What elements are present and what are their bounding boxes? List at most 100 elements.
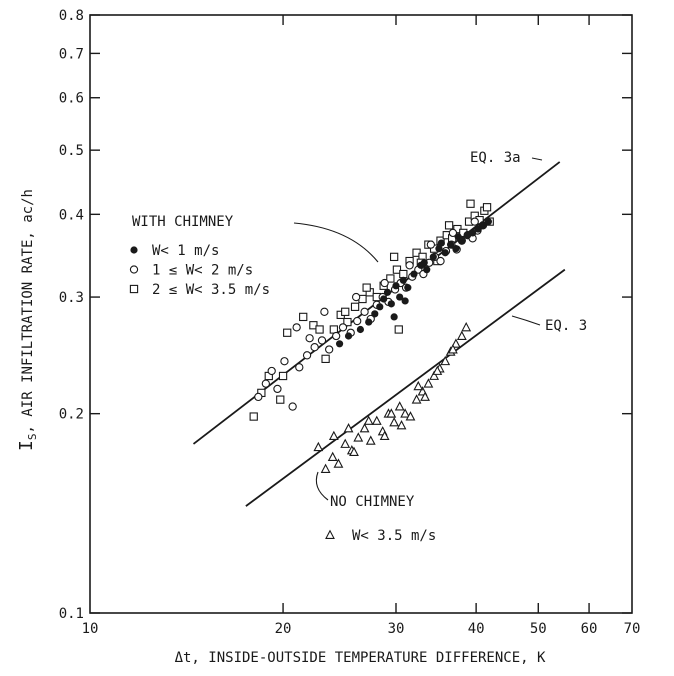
line-label-eq3a: EQ. 3a: [470, 150, 521, 166]
data-point: [341, 440, 349, 448]
data-point: [262, 380, 269, 387]
leader-eq3: [512, 316, 540, 325]
data-point: [353, 293, 360, 300]
legend-marker: [326, 531, 334, 539]
data-point: [300, 313, 307, 320]
x-tick-label: 50: [530, 621, 547, 637]
x-tick-label: 60: [581, 621, 598, 637]
y-tick-label: 0.4: [59, 207, 84, 223]
data-point: [391, 313, 398, 320]
legend-with-chimney: W< 1 m/s 1 ≤ W< 2 m/s 2 ≤ W< 3.5 m/s: [130, 243, 270, 298]
legend-marker: [130, 285, 137, 292]
data-point: [373, 417, 381, 425]
data-point: [381, 279, 388, 286]
data-point: [293, 324, 300, 331]
y-axis-label: IS, AIR INFILTRATION RATE, ac/h: [16, 189, 39, 451]
data-point: [424, 379, 432, 387]
svg-text:IS, AIR INFILTRATION RATE, ac/: IS, AIR INFILTRATION RATE, ac/h: [16, 189, 39, 451]
data-point: [303, 352, 310, 359]
data-point: [396, 402, 404, 410]
data-point: [404, 284, 411, 291]
x-tick-label: 10: [82, 621, 99, 637]
data-point: [410, 270, 417, 277]
y-tick-label: 0.3: [59, 290, 84, 306]
data-point: [306, 335, 313, 342]
y-tick-label: 0.5: [59, 143, 84, 159]
data-point: [395, 326, 402, 333]
data-point: [458, 332, 466, 340]
legend-no-chimney-heading: NO CHIMNEY: [330, 494, 415, 510]
fit-line: [246, 270, 565, 506]
data-point: [367, 437, 375, 445]
legend-with-chimney-heading: WITH CHIMNEY: [132, 214, 234, 230]
data-point: [296, 364, 303, 371]
data-point: [401, 409, 409, 417]
data-point: [357, 326, 364, 333]
y-tick-label: 0.7: [59, 46, 84, 62]
data-point: [361, 308, 368, 315]
data-point: [314, 443, 322, 451]
data-point: [255, 393, 262, 400]
y-axis-label-main: I: [16, 440, 37, 451]
x-tick-label: 20: [275, 621, 292, 637]
data-point: [250, 413, 257, 420]
x-tick-label: 30: [388, 621, 405, 637]
data-point: [354, 317, 361, 324]
legend-label: W< 3.5 m/s: [352, 528, 436, 544]
data-point: [336, 340, 343, 347]
data-point: [406, 262, 413, 269]
data-point: [351, 303, 358, 310]
y-axis-label-rest: , AIR INFILTRATION RATE, ac/h: [20, 189, 36, 433]
leader-with-chimney: [294, 223, 378, 262]
data-point: [485, 218, 492, 225]
data-point: [342, 308, 349, 315]
y-tick-label: 0.8: [59, 8, 84, 24]
data-point: [414, 382, 422, 390]
legend-label: 1 ≤ W< 2 m/s: [152, 263, 253, 279]
data-point: [400, 270, 407, 277]
legend-marker: [130, 266, 137, 273]
data-point: [438, 239, 445, 246]
data-point: [329, 453, 337, 461]
y-tick-label: 0.6: [59, 91, 84, 107]
data-point: [437, 257, 444, 264]
annotations: EQ. 3a EQ. 3: [294, 150, 587, 500]
y-tick-label: 0.2: [59, 407, 84, 423]
data-point: [398, 421, 406, 429]
x-tick-label: 70: [624, 621, 641, 637]
data-point: [442, 249, 449, 256]
data-point: [413, 395, 421, 403]
legend-no-chimney: W< 3.5 m/s: [326, 528, 436, 544]
x-axis-label: Δt, INSIDE-OUTSIDE TEMPERATURE DIFFERENC…: [175, 650, 546, 666]
data-point: [467, 200, 474, 207]
data-point: [421, 259, 428, 266]
data-point: [274, 385, 281, 392]
legend-marker: [130, 246, 137, 253]
leader-eq3a: [532, 158, 542, 160]
data-point: [361, 424, 369, 432]
data-point: [380, 295, 387, 302]
fit-lines: [193, 162, 564, 506]
data-point: [402, 297, 409, 304]
data-point: [400, 277, 407, 284]
x-tick-label: 40: [468, 621, 485, 637]
data-point: [316, 326, 323, 333]
data-point: [289, 403, 296, 410]
data-point: [339, 324, 346, 331]
data-point: [333, 332, 340, 339]
data-point: [430, 253, 437, 260]
data-point: [388, 300, 395, 307]
data-point: [354, 433, 362, 441]
data-point: [284, 329, 291, 336]
data-point: [427, 241, 434, 248]
y-tick-label: 0.1: [59, 606, 84, 622]
data-point: [330, 432, 338, 440]
data-point: [452, 245, 459, 252]
data-point: [390, 418, 398, 426]
data-point: [318, 337, 325, 344]
data-point: [365, 318, 372, 325]
data-point: [277, 396, 284, 403]
data-point: [455, 233, 462, 240]
data-point: [445, 222, 452, 229]
